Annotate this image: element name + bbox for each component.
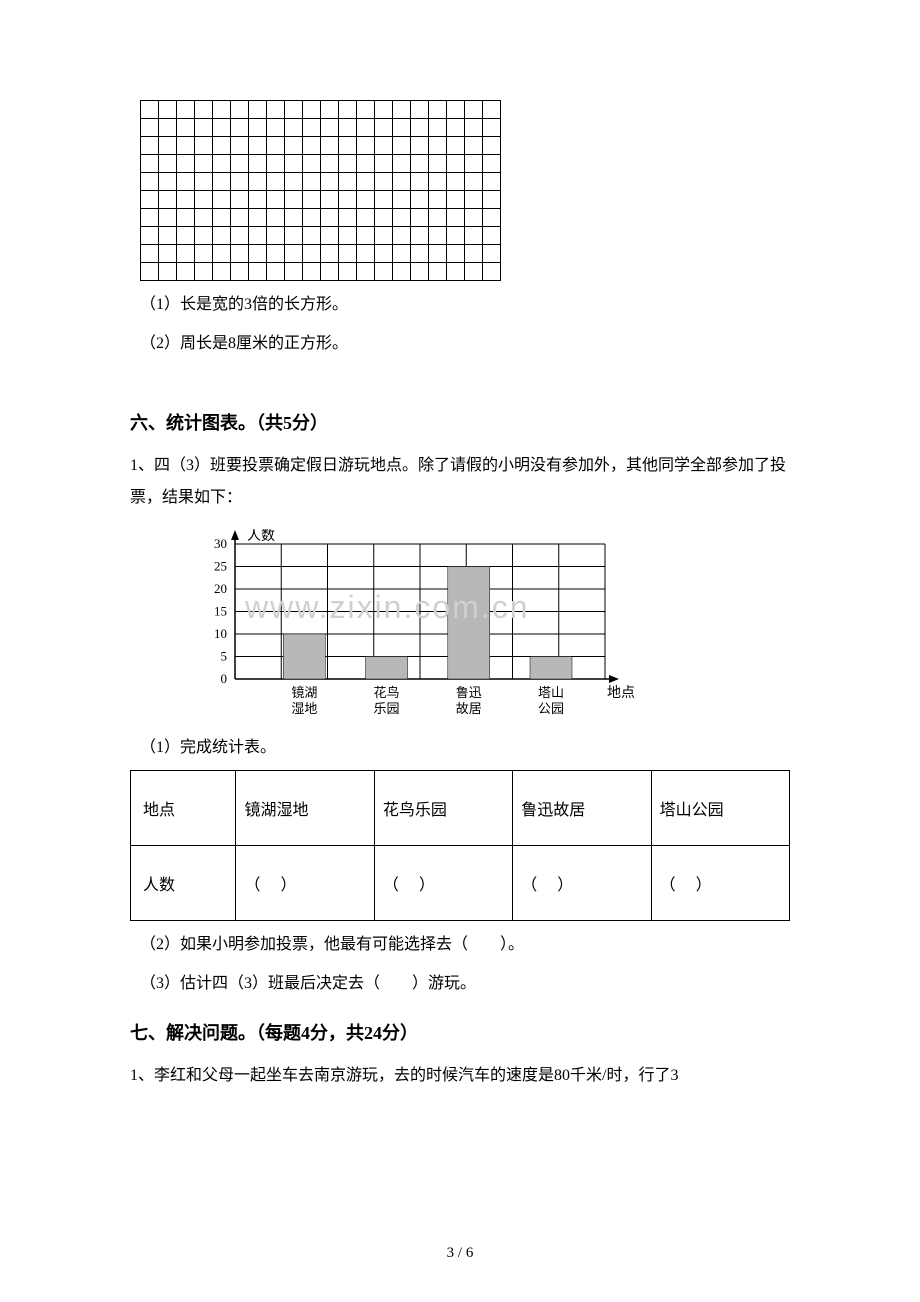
svg-text:花鸟: 花鸟 — [374, 685, 400, 700]
section-7-q1: 1、李红和父母一起坐车去南京游玩，去的时候汽车的速度是80千米/时，行了3 — [130, 1060, 790, 1092]
stats-table: 地点 镜湖湿地 花鸟乐园 鲁迅故居 塔山公园 人数 （） （） （） （） — [130, 770, 790, 921]
section-6-title: 六、统计图表。（共5分） — [130, 409, 790, 435]
grid-square — [140, 100, 501, 281]
svg-text:20: 20 — [214, 581, 227, 596]
svg-text:30: 30 — [214, 536, 227, 551]
svg-text:25: 25 — [214, 558, 227, 573]
instruction-2: （2）周长是8厘米的正方形。 — [140, 330, 790, 359]
blank-cell: （） — [651, 846, 789, 921]
svg-text:镜湖: 镜湖 — [291, 685, 317, 700]
header-cell: 地点 — [131, 771, 236, 846]
svg-text:10: 10 — [214, 626, 227, 641]
table-question-label: （1）完成统计表。 — [140, 734, 790, 763]
row-label-cell: 人数 — [131, 846, 236, 921]
svg-text:15: 15 — [214, 603, 227, 618]
svg-text:鲁迅: 鲁迅 — [456, 685, 482, 700]
svg-text:人数: 人数 — [247, 529, 275, 544]
svg-text:乐园: 乐园 — [374, 701, 400, 716]
page-number: 3 / 6 — [0, 1245, 920, 1262]
section-6-intro: 1、四（3）班要投票确定假日游玩地点。除了请假的小明没有参加外，其他同学全部参加… — [130, 450, 790, 514]
svg-text:地点: 地点 — [607, 685, 635, 701]
table-header-row: 地点 镜湖湿地 花鸟乐园 鲁迅故居 塔山公园 — [131, 771, 790, 846]
svg-text:湿地: 湿地 — [291, 701, 317, 716]
blank-cell: （） — [236, 846, 374, 921]
section-7-title: 七、解决问题。（每题4分，共24分） — [130, 1019, 790, 1045]
table-data-row: 人数 （） （） （） （） — [131, 846, 790, 921]
chart-svg: 0 5 10 15 20 25 30 人数地点 镜湖湿地 花鸟乐园 鲁迅故居 塔山公园 — [180, 529, 640, 719]
svg-text:塔山: 塔山 — [538, 685, 564, 700]
question-3: （3）估计四（3）班最后决定去（ ）游玩。 — [140, 970, 790, 999]
question-2: （2）如果小明参加投票，他最有可能选择去（ ）。 — [140, 931, 790, 960]
bar-chart: www.zixin.com.cn 051015202530人数地点镜湖湿地花鸟乐… — [180, 529, 640, 719]
svg-text:故居: 故居 — [456, 701, 482, 716]
blank-cell: （） — [374, 846, 512, 921]
svg-text:公园: 公园 — [538, 701, 564, 716]
svg-text:0: 0 — [221, 671, 228, 686]
header-cell: 鲁迅故居 — [513, 771, 651, 846]
blank-cell: （） — [513, 846, 651, 921]
header-cell: 塔山公园 — [651, 771, 789, 846]
svg-text:5: 5 — [221, 648, 228, 663]
header-cell: 花鸟乐园 — [374, 771, 512, 846]
header-cell: 镜湖湿地 — [236, 771, 374, 846]
instruction-1: （1）长是宽的3倍的长方形。 — [140, 291, 790, 320]
